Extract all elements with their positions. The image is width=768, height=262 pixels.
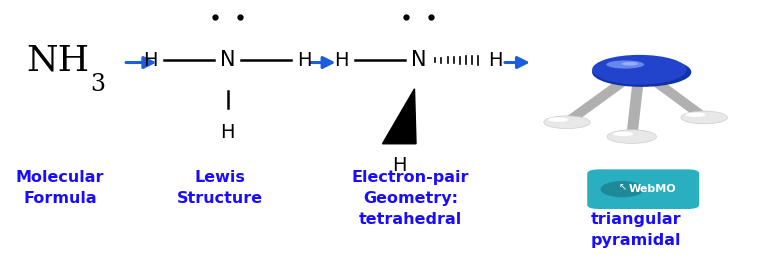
Text: WebMO: WebMO	[628, 184, 676, 194]
Text: Electron-pair
Geometry:
tetrahedral: Electron-pair Geometry: tetrahedral	[352, 170, 469, 227]
Text: H: H	[392, 156, 406, 175]
Ellipse shape	[548, 117, 568, 122]
Ellipse shape	[606, 61, 644, 69]
Text: 3: 3	[91, 73, 105, 96]
FancyBboxPatch shape	[588, 170, 699, 208]
Text: H: H	[297, 51, 312, 70]
Ellipse shape	[592, 57, 691, 87]
Text: N: N	[411, 50, 426, 70]
Text: N: N	[220, 50, 236, 70]
Ellipse shape	[621, 62, 638, 66]
Text: Lewis
Structure: Lewis Structure	[177, 170, 263, 206]
Text: Molecular
Geometry:
triangular
pyramidal: Molecular Geometry: triangular pyramidal	[588, 170, 683, 248]
Ellipse shape	[607, 130, 657, 143]
Text: H: H	[220, 123, 235, 142]
Ellipse shape	[544, 116, 590, 129]
Text: NH: NH	[26, 43, 89, 77]
Text: H: H	[488, 51, 502, 70]
Ellipse shape	[681, 111, 727, 124]
Ellipse shape	[592, 55, 687, 85]
Ellipse shape	[601, 181, 644, 197]
Ellipse shape	[613, 132, 634, 136]
Text: H: H	[334, 51, 349, 70]
Polygon shape	[382, 89, 416, 144]
Text: Molecular
Formula: Molecular Formula	[15, 170, 104, 206]
Text: H: H	[144, 51, 158, 70]
Text: ↖: ↖	[618, 182, 627, 192]
Ellipse shape	[685, 112, 706, 117]
